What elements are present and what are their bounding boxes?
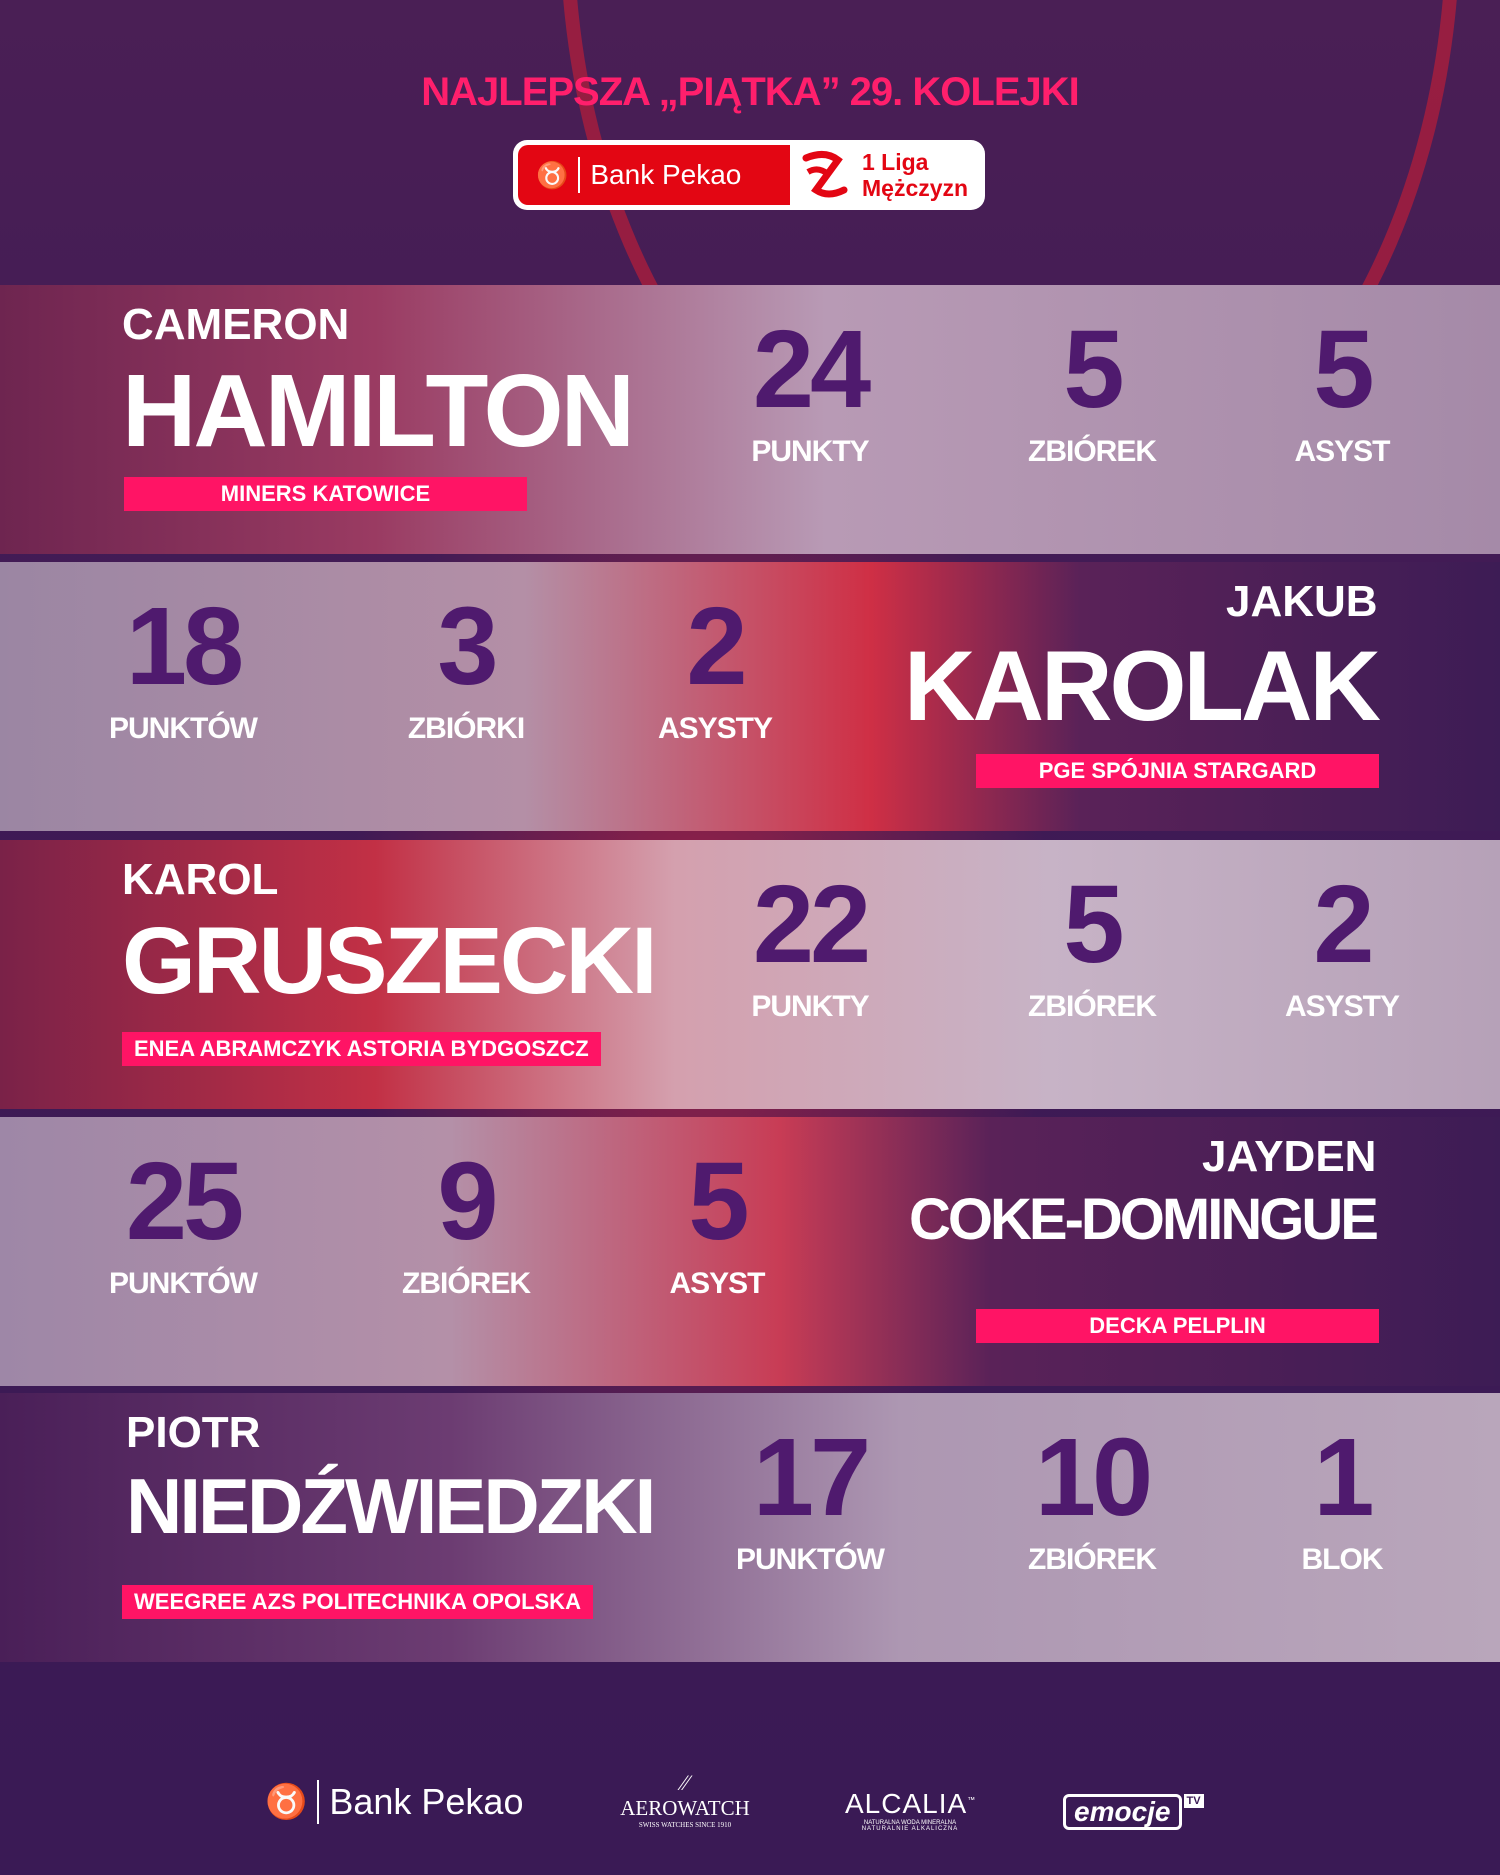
stat-points: 18 PUNKTÓW [83,592,283,802]
stat-label: PUNKTÓW [736,1543,885,1576]
stat-label: BLOK [1301,1543,1384,1576]
stat-assists: 5 ASYST [617,1147,817,1357]
stat-points: 17 PUNKTÓW [710,1423,910,1633]
stat-points: 22 PUNKTY [710,870,910,1080]
stat-value: 5 [1063,308,1124,431]
player-row: CAMERON HAMILTON MINERS KATOWICE 24 PUNKT… [0,285,1500,554]
team-label: ENEA ABRAMCZYK ASTORIA BYDGOSZCZ [122,1032,601,1066]
bison-icon: ♉ [265,1783,308,1821]
player-first-name: JAKUB [1226,577,1378,626]
player-first-name: PIOTR [126,1408,261,1457]
league-badge: ♉ Bank Pekao 1 Liga Mężczyzn [513,140,985,210]
player-last-name: COKE-DOMINGUE [909,1187,1379,1252]
league-line2: Mężczyzn [862,175,969,201]
player-first-name: JAYDEN [1202,1132,1377,1181]
stat-points: 24 PUNKTY [710,315,910,525]
sponsor-name: AEROWATCH [620,1796,750,1820]
stat-label: ZBIÓREK [1028,435,1157,468]
divider [578,157,581,193]
stat-label: ASYSTY [1284,990,1400,1023]
stat-value: 22 [752,863,871,986]
team-label: DECKA PELPLIN [976,1309,1379,1343]
sponsor-bank-pekao: ♉ Bank Pekao [265,1780,523,1824]
stat-value: 25 [125,1140,244,1263]
stat-label: ZBIÓREK [402,1267,531,1300]
stat-value: 5 [1313,308,1374,431]
stat-label: ZBIÓREK [1028,990,1157,1023]
tv-badge: TV [1183,1794,1204,1808]
stat-value: 2 [686,585,747,708]
player-last-name: GRUSZECKI [122,908,657,1014]
team-label: MINERS KATOWICE [124,477,527,511]
stat-label: ZBIÓREK [1028,1543,1157,1576]
trademark: ™ [967,1795,977,1805]
sponsor-alcalia: ALCALIA™ NATURALNA WODA MINERALNA NATURA… [845,1788,975,1832]
league-line1: 1 Liga [862,149,929,175]
player-row: PIOTR NIEDŹWIEDZKI WEEGREE AZS POLITECHN… [0,1393,1500,1662]
stat-rebounds: 3 ZBIÓRKI [366,592,566,802]
sponsor-aerowatch: ⁄⁄ AEROWATCH SWISS WATCHES SINCE 1910 [610,1770,760,1829]
bank-pekao-logo: ♉ Bank Pekao [518,145,790,205]
player-last-name: HAMILTON [122,353,635,468]
aerowatch-wing-icon: ⁄⁄ [681,1770,689,1795]
stat-label: ASYST [669,1267,765,1300]
stat-value: 9 [437,1140,498,1263]
stat-label: ASYSTY [657,712,773,745]
player-first-name: CAMERON [122,300,350,349]
stat-value: 18 [125,585,244,708]
stat-value: 5 [1063,863,1124,986]
player-row: JAKUB KAROLAK PGE SPÓJNIA STARGARD 18 PUN… [0,562,1500,831]
player-row: JAYDEN COKE-DOMINGUE DECKA PELPLIN 25 PUN… [0,1117,1500,1386]
stat-label: PUNKTY [751,435,869,468]
stat-label: PUNKTÓW [109,1267,258,1300]
stat-blocks: 1 BLOK [1242,1423,1442,1633]
stat-value: 2 [1313,863,1374,986]
stat-assists: 5 ASYST [1242,315,1442,525]
page-title: NAJLEPSZA „PIĄTKA” 29. KOLEJKI [0,70,1500,115]
stat-assists: 2 ASYSTY [615,592,815,802]
stat-rebounds: 5 ZBIÓREK [992,315,1192,525]
player-row: KAROL GRUSZECKI ENEA ABRAMCZYK ASTORIA B… [0,840,1500,1109]
sponsor-name: Bank Pekao [329,1781,524,1822]
league-emblem-icon [802,151,848,198]
player-last-name: KAROLAK [904,630,1381,741]
stat-label: ZBIÓRKI [407,712,525,745]
stat-rebounds: 10 ZBIÓREK [992,1423,1192,1633]
team-name: PGE SPÓJNIA STARGARD [1038,758,1317,783]
divider [317,1780,320,1824]
team-name: ENEA ABRAMCZYK ASTORIA BYDGOSZCZ [134,1036,589,1061]
stat-label: ASYST [1294,435,1390,468]
team-name: WEEGREE AZS POLITECHNIKA OPOLSKA [134,1589,581,1614]
stat-value: 17 [752,1416,871,1539]
sponsor-name: emocje [1063,1794,1182,1830]
team-name: DECKA PELPLIN [1089,1313,1266,1338]
bison-icon: ♉ [536,159,569,190]
stat-assists: 2 ASYSTY [1242,870,1442,1080]
stat-points: 25 PUNKTÓW [83,1147,283,1357]
stat-rebounds: 5 ZBIÓREK [992,870,1192,1080]
team-name: MINERS KATOWICE [220,481,431,506]
stat-label: PUNKTY [751,990,869,1023]
stat-value: 3 [437,585,498,708]
sponsor-emocje-tv: emocje TV [1063,1794,1204,1830]
title-text: NAJLEPSZA „PIĄTKA” 29. KOLEJKI [421,70,1080,114]
stat-rebounds: 9 ZBIÓREK [366,1147,566,1357]
sponsor-name: ALCALIA [845,1788,968,1819]
bank-name: Bank Pekao [590,159,742,190]
team-label: PGE SPÓJNIA STARGARD [976,754,1379,788]
player-first-name: KAROL [122,855,279,904]
league-logo: 1 Liga Mężczyzn [790,148,968,202]
stat-value: 5 [688,1140,749,1263]
sponsor-tagline: NATURALNIE ALKALICZNA [861,1826,959,1832]
sponsor-tagline: SWISS WATCHES SINCE 1910 [638,1821,732,1829]
player-last-name: NIEDŹWIEDZKI [126,1462,656,1550]
stat-value: 1 [1313,1416,1374,1539]
stat-label: PUNKTÓW [109,712,258,745]
team-label: WEEGREE AZS POLITECHNIKA OPOLSKA [122,1585,593,1619]
stat-value: 10 [1034,1416,1153,1539]
stat-value: 24 [752,308,871,431]
sponsor-tagline: NATURALNA WODA MINERALNA [863,1820,957,1826]
sponsor-bar: ♉ Bank Pekao ⁄⁄ AEROWATCH SWISS WATCHES … [0,1770,1500,1840]
